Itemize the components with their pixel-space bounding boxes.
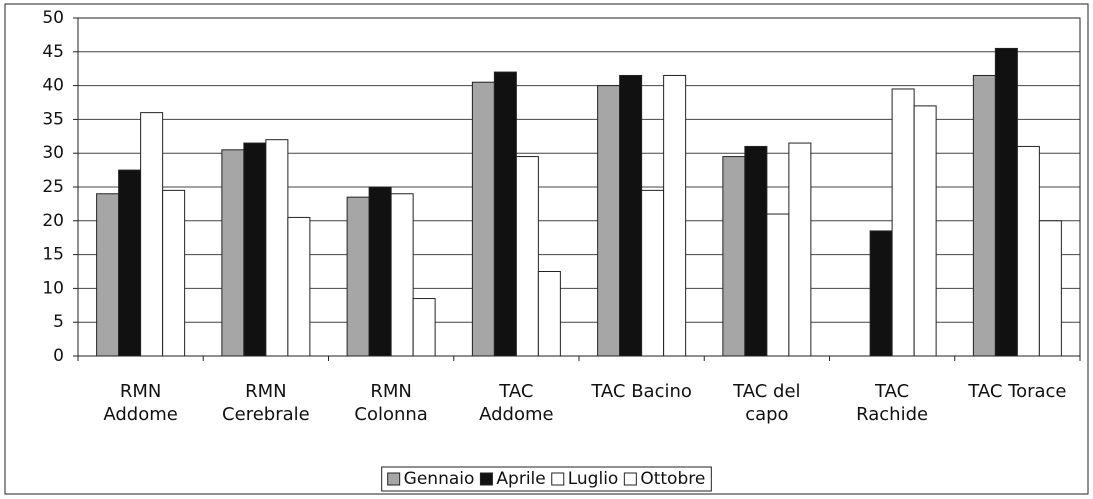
bar <box>744 145 768 357</box>
bar <box>766 213 790 357</box>
legend-box <box>381 466 712 492</box>
bar <box>869 230 893 357</box>
bar <box>471 81 495 357</box>
bar <box>118 169 142 357</box>
bar <box>994 47 1018 357</box>
x-tick-label: RMN Cerebrale <box>222 381 310 425</box>
bar <box>641 189 665 357</box>
y-tick-label: 20 <box>42 211 64 231</box>
legend-swatch <box>479 472 493 486</box>
legend-swatch <box>551 472 565 486</box>
bar <box>162 189 186 357</box>
y-tick-label: 50 <box>42 8 64 28</box>
y-tick-label: 15 <box>42 245 64 265</box>
bar <box>140 112 164 357</box>
bar <box>287 216 311 357</box>
x-tick-label: RMN Addome <box>103 381 178 425</box>
y-tick-label: 5 <box>53 312 64 332</box>
bar <box>368 186 392 357</box>
legend-label: Aprile <box>496 469 545 489</box>
legend-label: Gennaio <box>404 469 475 489</box>
bar <box>1016 145 1040 357</box>
x-tick-label: TAC del capo <box>733 381 801 425</box>
x-tick-label: TAC Torace <box>968 381 1067 402</box>
bar <box>1038 220 1062 357</box>
bar <box>913 105 937 357</box>
bar <box>221 149 245 357</box>
bar <box>891 88 915 357</box>
bar <box>412 298 436 357</box>
y-tick-label: 40 <box>42 76 64 96</box>
y-tick-label: 35 <box>42 109 64 129</box>
legend-swatch <box>387 472 401 486</box>
bar <box>597 85 621 357</box>
x-tick-label: TAC Bacino <box>591 381 692 402</box>
bar <box>663 74 687 357</box>
x-tick-label: RMN Colonna <box>354 381 428 425</box>
x-tick-label: TAC Rachide <box>856 381 929 425</box>
bar <box>96 193 120 357</box>
legend-label: Ottobre <box>640 469 705 489</box>
legend-label: Luglio <box>568 469 619 489</box>
bar <box>788 142 812 357</box>
bar <box>515 156 539 357</box>
y-tick-label: 45 <box>42 42 64 62</box>
bar <box>243 142 267 357</box>
bar <box>722 156 746 357</box>
bar <box>346 196 370 357</box>
chart-border <box>4 3 1089 495</box>
bar <box>972 74 996 357</box>
y-tick-label: 25 <box>42 177 64 197</box>
bar <box>537 271 561 357</box>
y-tick-label: 30 <box>42 143 64 163</box>
bar <box>265 139 289 357</box>
x-tick-label: TAC Addome <box>479 381 554 425</box>
bar <box>390 193 414 357</box>
bar <box>619 74 643 357</box>
legend-swatch <box>623 472 637 486</box>
bar <box>493 71 517 357</box>
y-tick-label: 0 <box>53 346 64 366</box>
y-tick-label: 10 <box>42 278 64 298</box>
